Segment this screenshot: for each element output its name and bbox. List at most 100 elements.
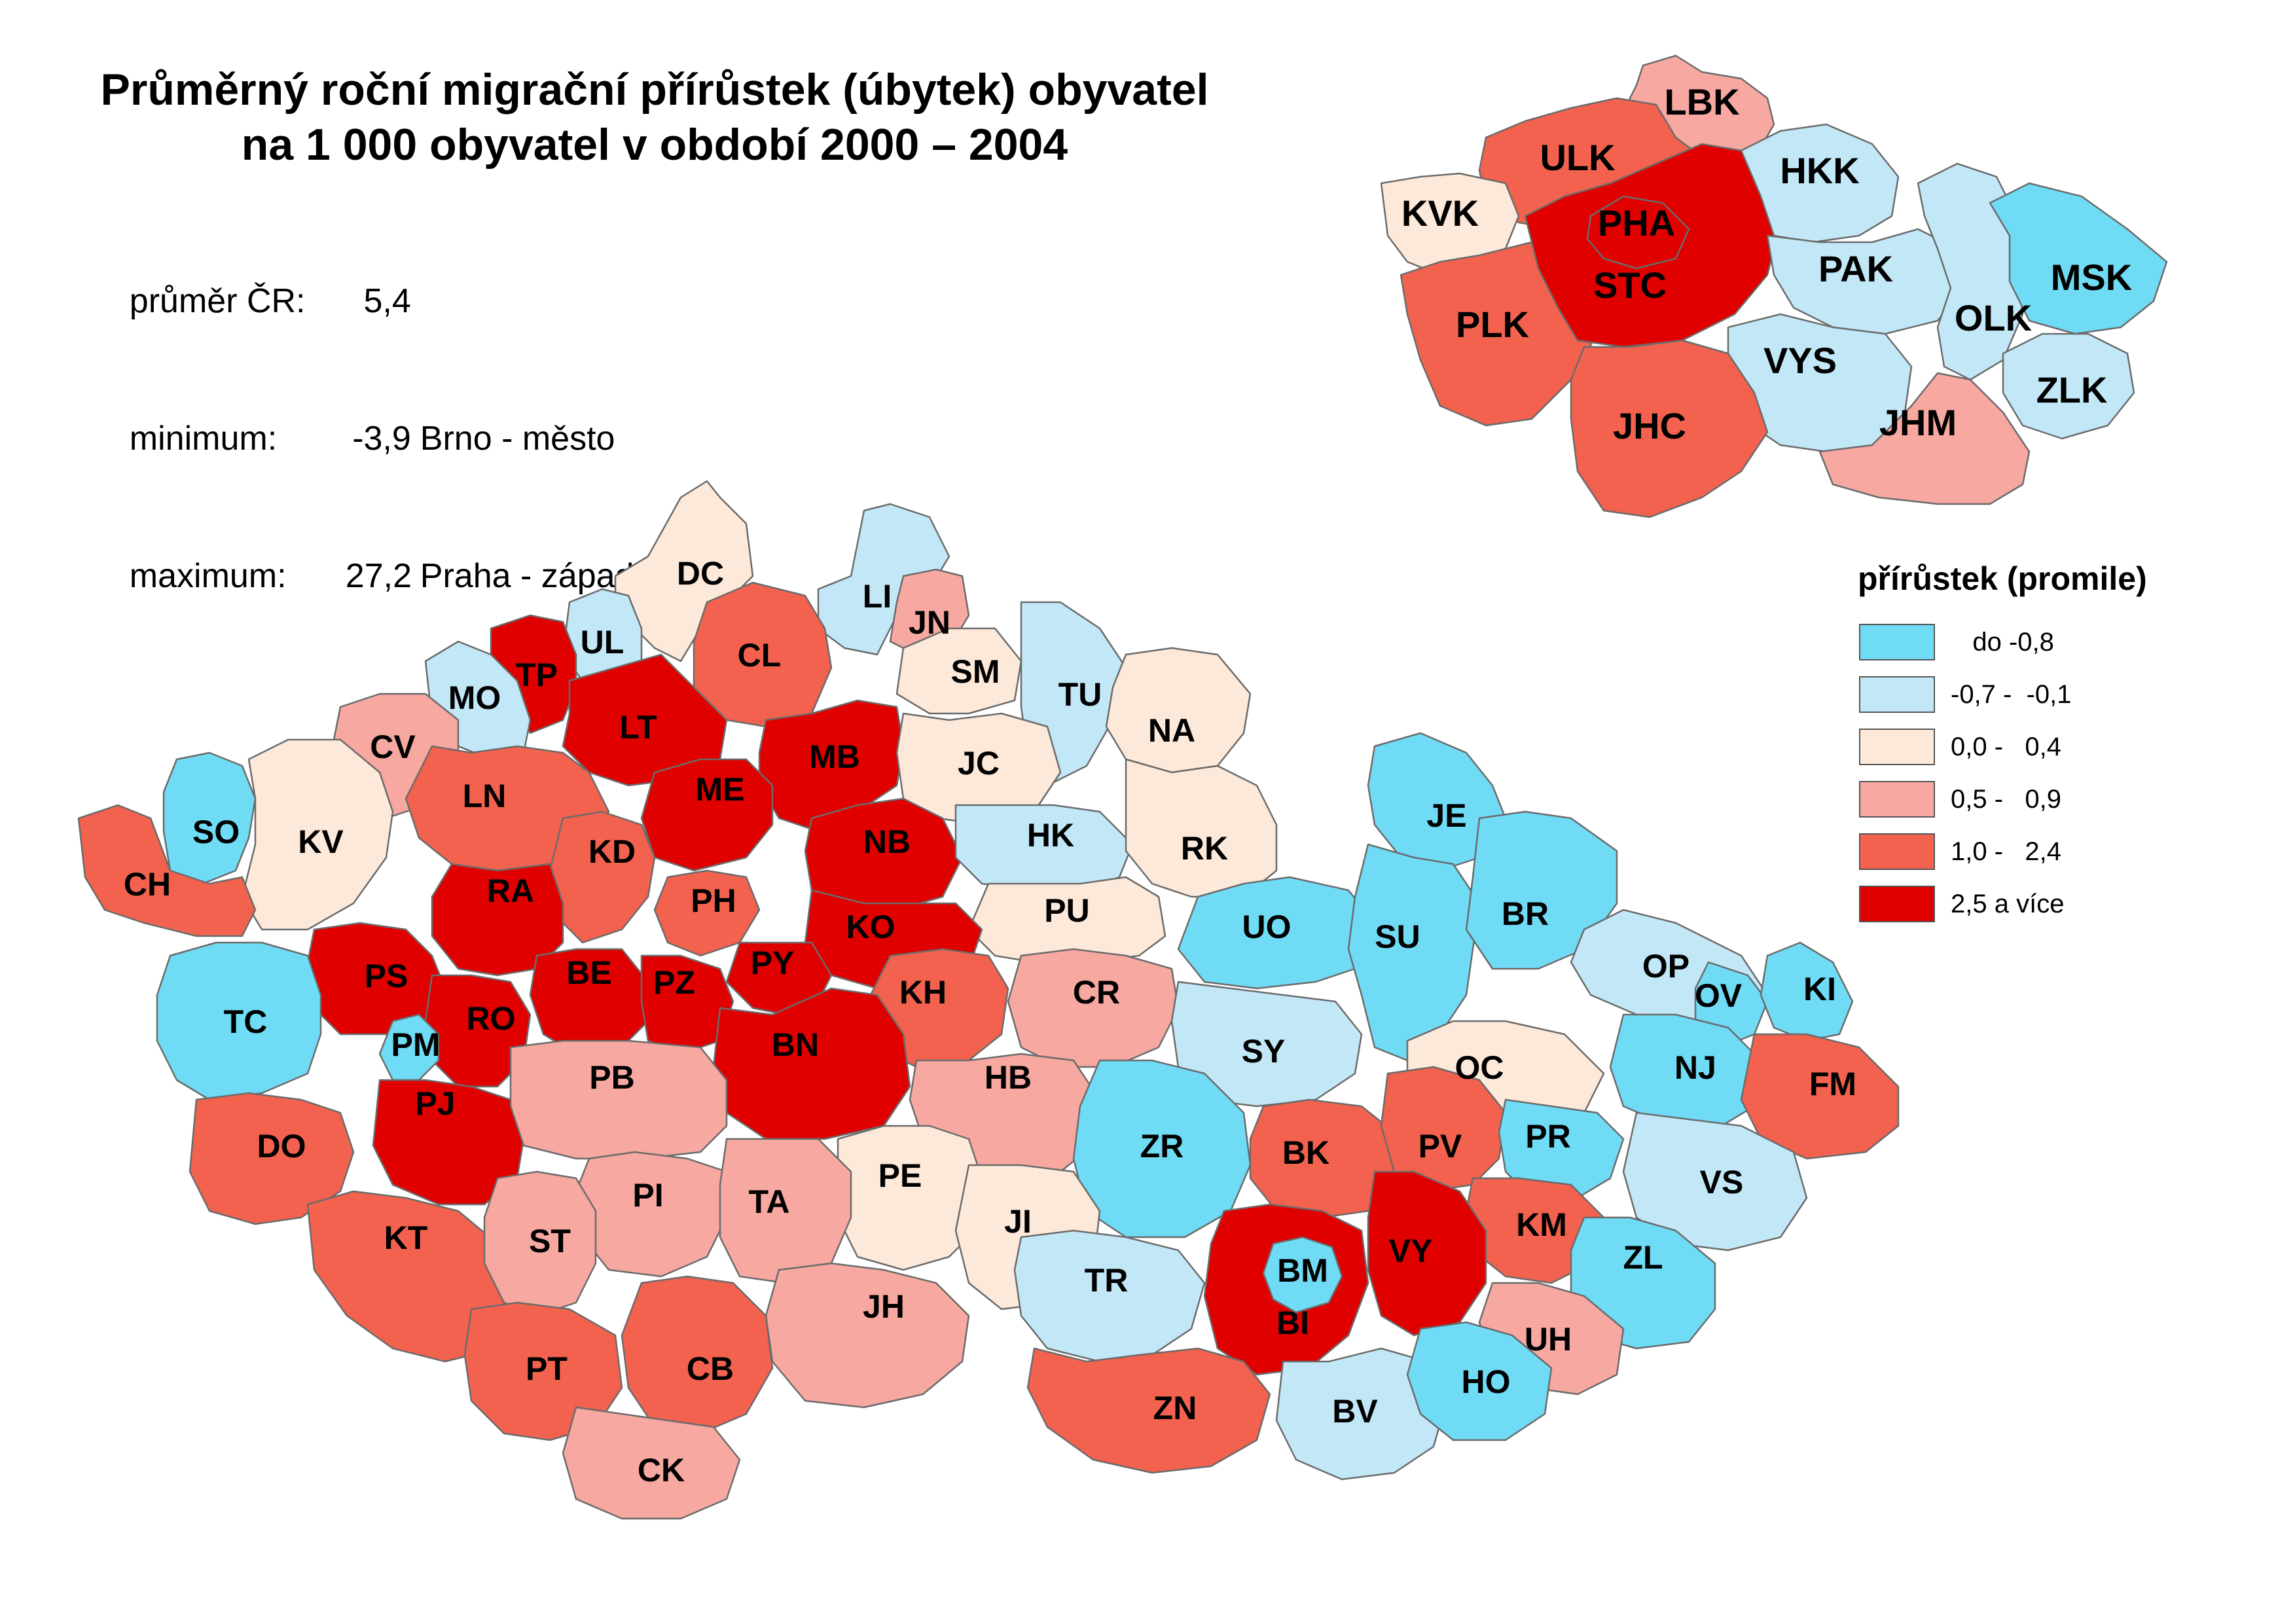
stat-minimum-place: Brno - město — [420, 420, 615, 458]
district-label-CV: CV — [370, 729, 416, 765]
district-label-PM: PM — [391, 1026, 441, 1063]
district-label-BI: BI — [1276, 1305, 1309, 1341]
district-label-PZ: PZ — [653, 964, 695, 1001]
stat-maximum-place: Praha - západ — [420, 557, 634, 595]
district-label-SU: SU — [1375, 918, 1420, 955]
district-label-LT: LT — [619, 709, 657, 746]
region-JHM[interactable] — [1818, 372, 2031, 505]
legend-item: do -0,8 — [1859, 616, 2147, 668]
district-HO[interactable] — [1406, 1321, 1553, 1441]
district-SM[interactable] — [895, 627, 1022, 715]
district-NA[interactable] — [1105, 647, 1252, 774]
stat-minimum-value: -3,9 — [352, 420, 411, 458]
district-labels: DC LI JN UL TP CL MO SM TU LT CV NA MB J… — [124, 555, 1856, 1489]
district-label-ZN: ZN — [1153, 1390, 1197, 1426]
district-label-NB: NB — [863, 823, 911, 860]
district-NJ[interactable] — [1609, 1013, 1762, 1127]
district-KD[interactable] — [549, 810, 656, 944]
district-BE[interactable] — [529, 948, 649, 1055]
district-label-KD: KD — [588, 833, 636, 870]
district-FM[interactable] — [1740, 1033, 1900, 1160]
district-label-HB: HB — [985, 1059, 1032, 1096]
legend-label: 2,5 a více — [1951, 889, 2065, 918]
district-label-CR: CR — [1073, 974, 1120, 1011]
legend-label: 0,5 - 0,9 — [1951, 784, 2061, 814]
region-MSK[interactable] — [1989, 182, 2168, 335]
district-VY[interactable] — [1367, 1170, 1487, 1337]
district-label-RK: RK — [1181, 830, 1228, 867]
district-label-BR: BR — [1502, 895, 1549, 932]
district-ST[interactable] — [483, 1170, 597, 1317]
district-RK[interactable] — [1125, 758, 1278, 898]
district-PI[interactable] — [575, 1151, 728, 1278]
district-BN[interactable] — [712, 987, 911, 1140]
summary-stats: průměr ČR: 5,4 minimum: -3,9 Brno - město m… — [92, 232, 634, 645]
stat-average-label: průměr ČR: — [129, 282, 306, 320]
district-CR[interactable] — [1007, 948, 1180, 1068]
district-BM[interactable] — [1262, 1236, 1343, 1314]
legend-label: 0,0 - 0,4 — [1951, 732, 2061, 761]
district-CB[interactable] — [621, 1275, 774, 1435]
region-ZLK[interactable] — [2002, 333, 2135, 440]
district-HK[interactable] — [954, 804, 1134, 892]
district-map — [77, 480, 1900, 1520]
legend-item: 2,5 a více — [1859, 878, 2147, 930]
district-label-BM: BM — [1277, 1252, 1328, 1289]
region-label-LBK: LBK — [1664, 81, 1739, 122]
region-HKK[interactable] — [1740, 123, 1900, 244]
legend-title: přírůstek (promile) — [1858, 560, 2147, 597]
district-CH[interactable] — [77, 804, 257, 937]
district-label-CH: CH — [124, 866, 171, 903]
district-label-UO: UO — [1242, 909, 1292, 945]
district-label-NA: NA — [1148, 712, 1195, 749]
district-BV[interactable] — [1275, 1347, 1448, 1481]
district-label-ZL: ZL — [1623, 1239, 1663, 1276]
district-label-PR: PR — [1525, 1118, 1570, 1155]
district-TR[interactable] — [1013, 1229, 1206, 1363]
region-label-PHA: PHA — [1598, 202, 1675, 244]
stat-average-value: 5,4 — [363, 282, 411, 320]
district-label-PU: PU — [1044, 892, 1089, 929]
district-LI[interactable] — [817, 503, 950, 656]
district-ME[interactable] — [640, 758, 774, 872]
district-CK[interactable] — [562, 1406, 741, 1520]
stat-maximum: maximum: 27,2 Praha - západ — [92, 507, 634, 645]
district-PM[interactable] — [378, 1013, 440, 1081]
district-VS[interactable] — [1622, 1111, 1808, 1252]
district-label-OP: OP — [1642, 948, 1690, 984]
region-label-PLK: PLK — [1456, 304, 1529, 345]
district-NB[interactable] — [804, 797, 964, 911]
district-KI[interactable] — [1760, 941, 1854, 1042]
district-KV[interactable] — [241, 738, 394, 931]
district-PR[interactable] — [1498, 1098, 1625, 1199]
district-PV[interactable] — [1380, 1066, 1507, 1193]
district-JH[interactable] — [765, 1262, 970, 1409]
district-label-TP: TP — [516, 657, 558, 693]
region-label-OLK: OLK — [1955, 297, 2032, 338]
district-PB[interactable] — [509, 1039, 728, 1160]
region-OLK[interactable] — [1917, 162, 2024, 381]
stat-maximum-value: 27,2 — [345, 557, 412, 595]
district-label-HO: HO — [1462, 1363, 1511, 1400]
district-DO[interactable] — [189, 1092, 355, 1225]
region-label-STC: STC — [1593, 264, 1667, 306]
district-SO[interactable] — [162, 751, 257, 885]
district-ZN[interactable] — [1026, 1347, 1271, 1474]
district-label-LI: LI — [863, 578, 892, 615]
district-PU[interactable] — [967, 876, 1166, 964]
district-label-ZR: ZR — [1140, 1128, 1184, 1164]
district-label-KO: KO — [846, 909, 895, 945]
district-BK[interactable] — [1249, 1098, 1396, 1219]
region-PHA[interactable] — [1586, 195, 1690, 270]
stat-maximum-label: maximum: — [129, 557, 287, 595]
region-JHC[interactable] — [1570, 339, 1769, 518]
district-label-KI: KI — [1803, 971, 1836, 1007]
district-ZR[interactable] — [1072, 1059, 1252, 1238]
region-label-VYS: VYS — [1763, 340, 1837, 381]
legend-swatch — [1859, 729, 1935, 765]
district-SY[interactable] — [1170, 981, 1363, 1108]
district-TC[interactable] — [156, 941, 322, 1101]
district-label-DO: DO — [257, 1128, 306, 1164]
region-label-ULK: ULK — [1540, 137, 1615, 178]
